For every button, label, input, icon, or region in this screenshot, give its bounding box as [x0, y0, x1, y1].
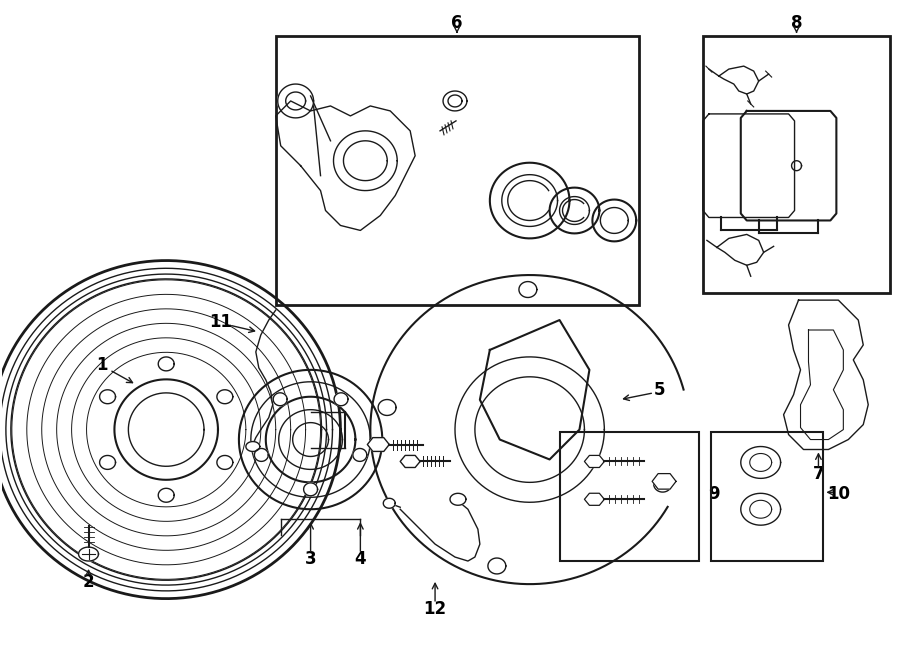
- Text: 7: 7: [813, 465, 824, 483]
- Polygon shape: [217, 455, 233, 469]
- Polygon shape: [278, 84, 313, 118]
- Polygon shape: [383, 498, 395, 508]
- Polygon shape: [488, 558, 506, 574]
- Bar: [703, 36, 890, 293]
- Polygon shape: [519, 281, 536, 297]
- Polygon shape: [255, 448, 268, 461]
- Polygon shape: [303, 483, 318, 496]
- Text: 6: 6: [451, 15, 463, 32]
- Bar: [560, 432, 699, 561]
- Polygon shape: [217, 390, 233, 404]
- Polygon shape: [448, 95, 462, 107]
- Bar: [711, 432, 824, 561]
- Bar: [275, 36, 639, 305]
- Polygon shape: [378, 400, 396, 416]
- Polygon shape: [584, 493, 604, 505]
- Text: 10: 10: [827, 485, 850, 503]
- Text: 2: 2: [83, 573, 94, 591]
- Polygon shape: [741, 493, 780, 525]
- Polygon shape: [246, 442, 260, 451]
- Polygon shape: [158, 489, 175, 502]
- Polygon shape: [158, 357, 175, 371]
- Polygon shape: [400, 455, 420, 467]
- Text: 9: 9: [708, 485, 720, 503]
- Text: 1: 1: [95, 356, 107, 374]
- Text: 8: 8: [791, 15, 802, 32]
- Text: 3: 3: [305, 550, 317, 568]
- Polygon shape: [652, 473, 676, 489]
- Polygon shape: [703, 114, 795, 218]
- Text: 4: 4: [355, 550, 366, 568]
- Text: 12: 12: [424, 600, 446, 618]
- Polygon shape: [784, 300, 868, 449]
- Polygon shape: [353, 448, 367, 461]
- Polygon shape: [100, 390, 115, 404]
- Polygon shape: [584, 455, 604, 467]
- Polygon shape: [274, 393, 287, 406]
- Polygon shape: [741, 111, 836, 220]
- Polygon shape: [334, 131, 397, 191]
- Text: 5: 5: [653, 381, 665, 399]
- Polygon shape: [550, 187, 599, 234]
- Polygon shape: [592, 199, 636, 242]
- Polygon shape: [367, 438, 390, 451]
- Polygon shape: [653, 476, 671, 492]
- Text: 11: 11: [210, 313, 232, 331]
- Polygon shape: [450, 493, 466, 505]
- Polygon shape: [490, 163, 570, 238]
- Polygon shape: [334, 393, 348, 406]
- Polygon shape: [741, 446, 780, 479]
- Polygon shape: [78, 547, 98, 561]
- Polygon shape: [100, 455, 115, 469]
